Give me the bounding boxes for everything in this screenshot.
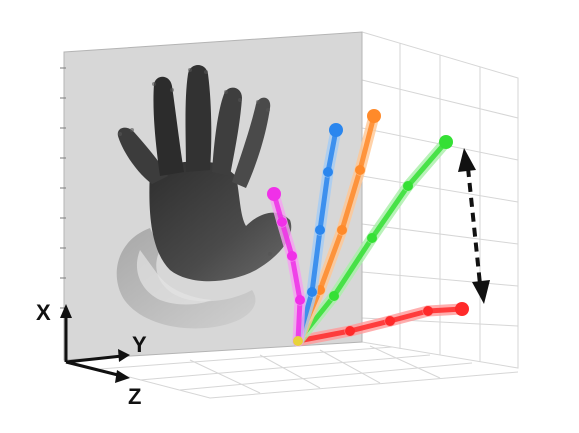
joint-middle-4 [367, 109, 381, 123]
wrist-joint [293, 336, 303, 346]
finger-thumb [292, 302, 469, 347]
joint-ring-2 [315, 225, 325, 235]
x-axis-arrowhead [60, 304, 72, 318]
z-axis-arrowhead [115, 370, 130, 383]
coordinate-axes [64, 312, 123, 378]
y-axis-arrowhead [118, 349, 130, 362]
hand-skeleton [267, 109, 469, 347]
y-axis-label: Y [132, 332, 147, 357]
bone-thumb-1 [295, 328, 353, 344]
bone-thumb-2 [347, 318, 393, 334]
joint-little-2 [287, 251, 297, 261]
joint-ring-1 [307, 287, 317, 297]
joint-middle-2 [337, 225, 347, 235]
joint-thumb-2 [385, 316, 395, 326]
vertical-double-headed-arrow-icon [458, 148, 490, 304]
bone-thumb-3 [387, 308, 431, 324]
joint-index-3 [403, 181, 413, 191]
joint-ring-3 [323, 167, 333, 177]
joint-index-2 [367, 233, 377, 243]
joint-little-1 [295, 295, 305, 305]
joint-middle-3 [355, 165, 365, 175]
joint-little-3 [277, 217, 287, 227]
bone-index-2 [331, 235, 375, 299]
joint-index-4 [439, 135, 453, 149]
bone-little-1 [295, 297, 303, 344]
joint-index-1 [329, 291, 339, 301]
finger-ring [292, 123, 343, 347]
bone-index-3 [369, 183, 411, 241]
bone-ring-4 [325, 127, 339, 175]
joint-ring-4 [329, 123, 343, 137]
finger-little [267, 187, 306, 347]
z-axis-label: Z [128, 384, 141, 409]
joint-thumb-1 [345, 326, 355, 336]
depth-hand-silhouette [116, 65, 292, 329]
bone-ring-2 [309, 227, 323, 295]
bone-index-4 [405, 139, 449, 189]
joint-thumb-4 [455, 302, 469, 316]
joint-little-4 [267, 187, 281, 201]
x-axis-label: X [36, 300, 51, 325]
bone-little-3 [279, 219, 295, 259]
bone-middle-4 [357, 113, 377, 173]
bone-ring-3 [317, 169, 331, 233]
joint-thumb-3 [423, 306, 433, 316]
bone-middle-2 [317, 227, 345, 293]
bone-little-2 [289, 253, 303, 303]
bone-middle-3 [339, 167, 363, 233]
